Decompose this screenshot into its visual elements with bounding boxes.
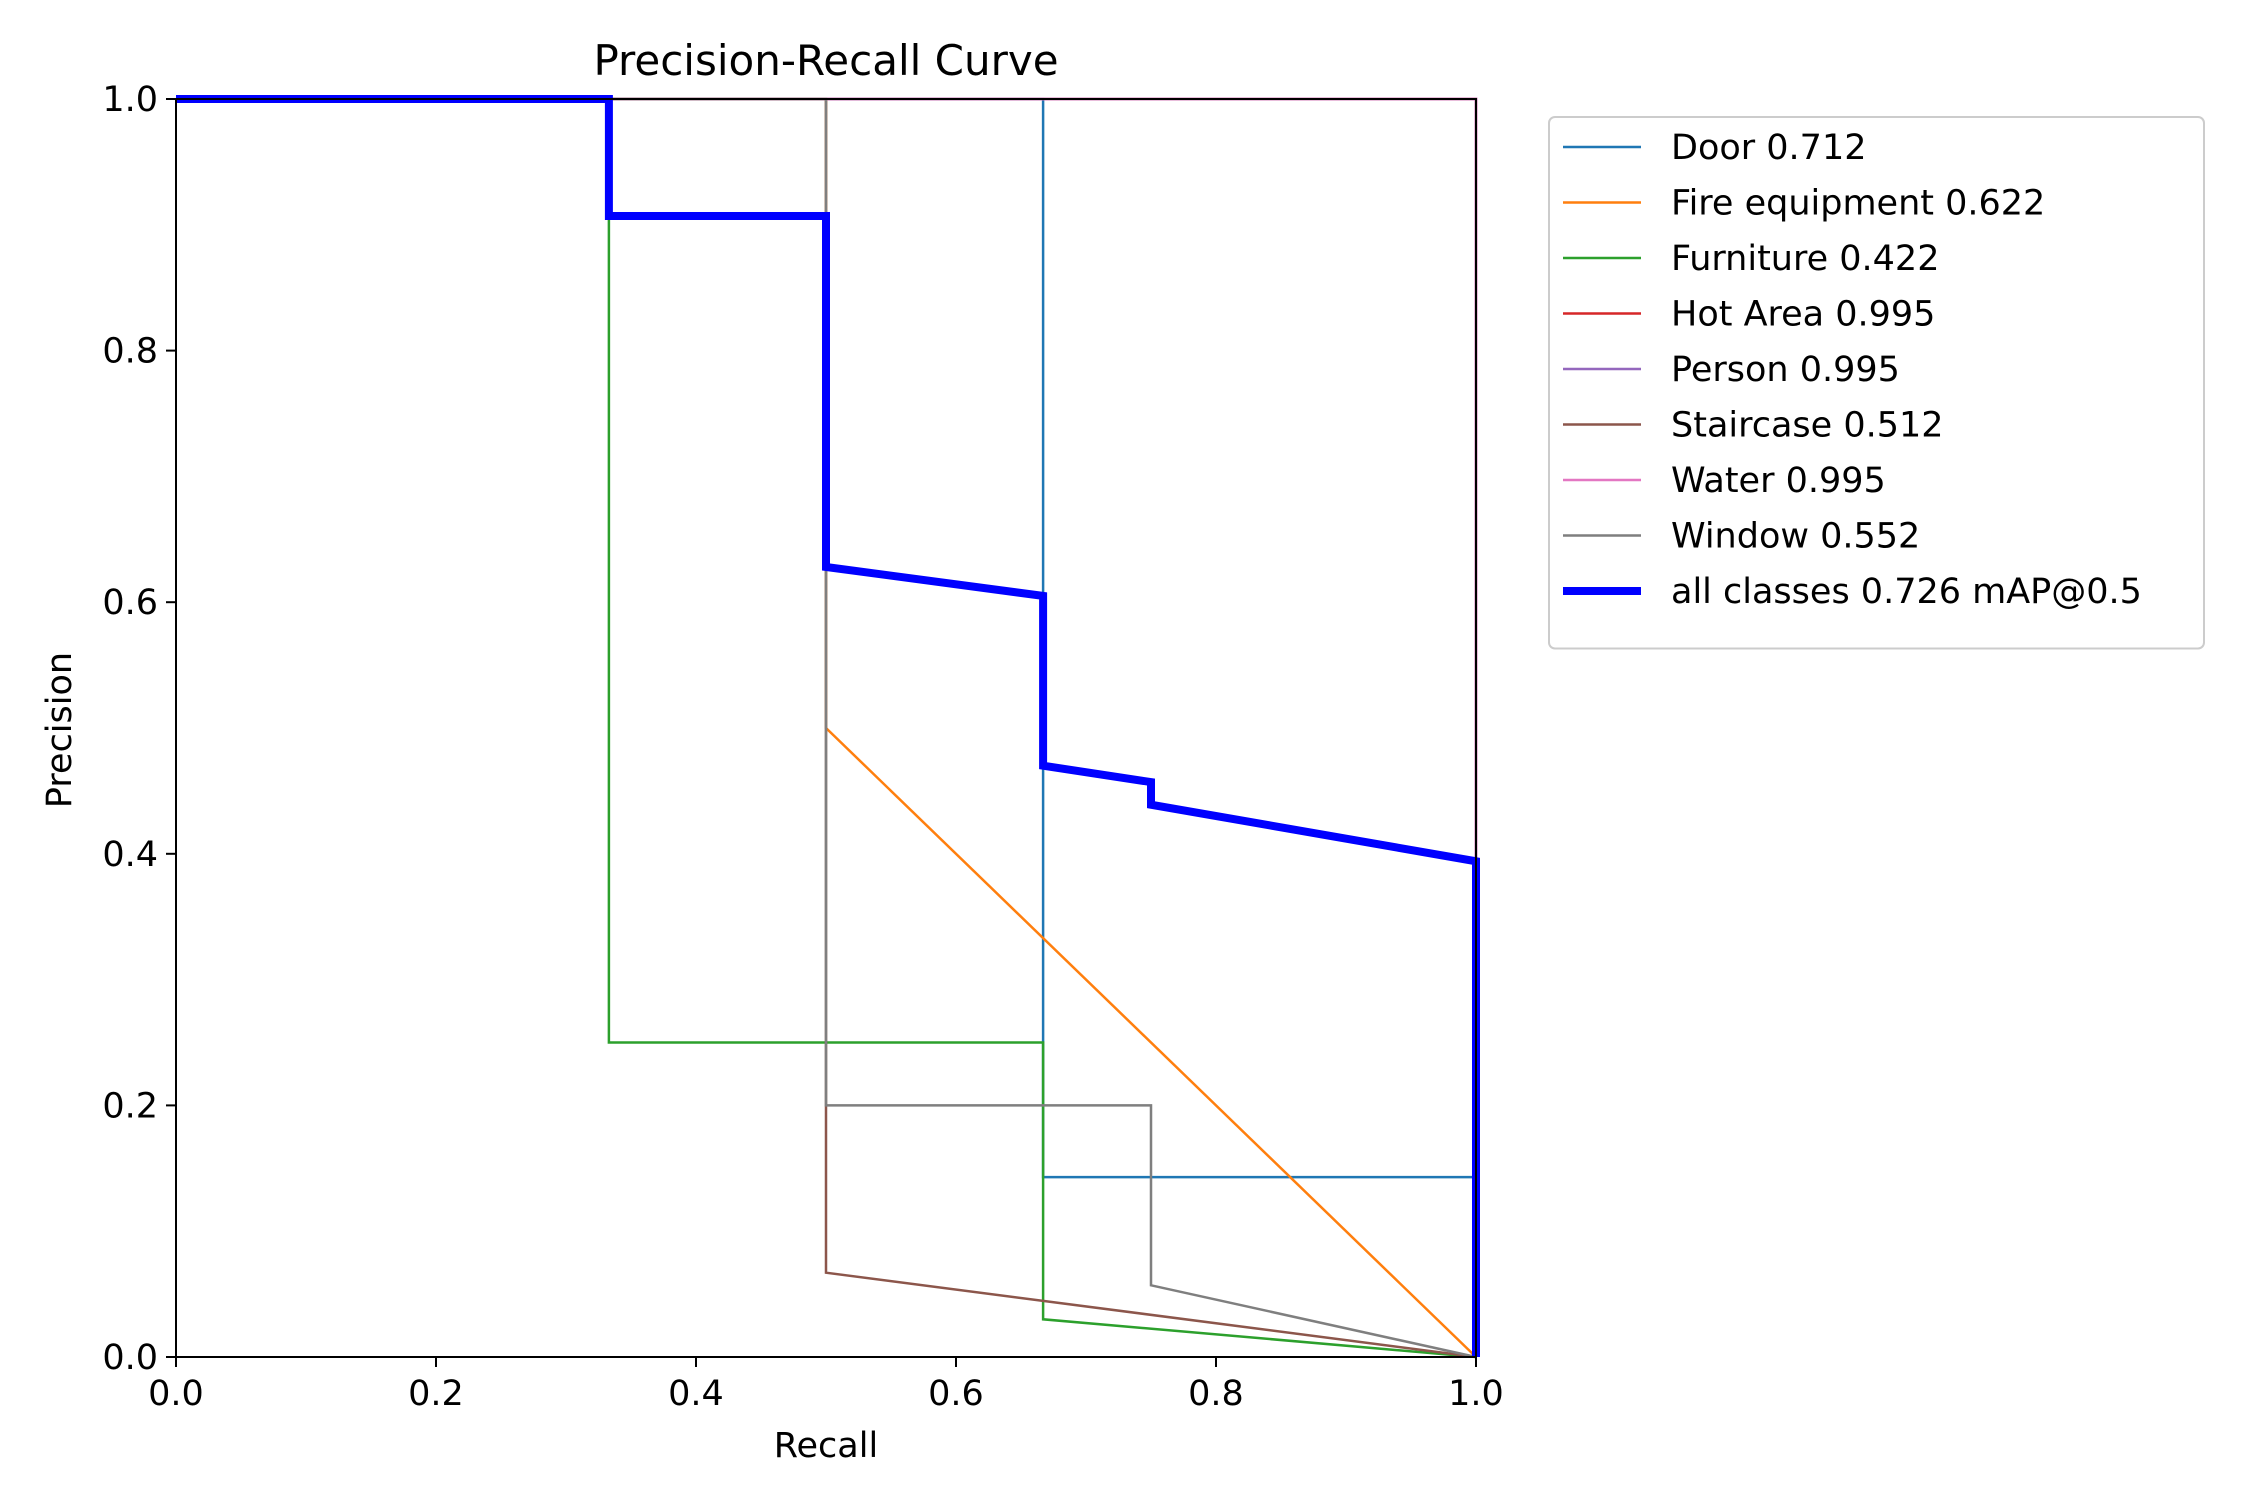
y-tick-label: 0.2 — [102, 1086, 158, 1126]
legend-label: Person 0.995 — [1671, 350, 1900, 390]
legend-label: Fire equipment 0.622 — [1671, 184, 2045, 224]
legend-label: Hot Area 0.995 — [1671, 295, 1935, 335]
y-tick-label: 0.8 — [102, 332, 158, 372]
legend-label: Door 0.712 — [1671, 128, 1867, 168]
legend-label: Furniture 0.422 — [1671, 239, 1939, 279]
legend-label: all classes 0.726 mAP@0.5 — [1671, 572, 2142, 612]
y-tick-label: 0.4 — [102, 835, 158, 875]
plot-frame — [175, 98, 1477, 1358]
series-layer — [176, 95, 1480, 1359]
legend-label: Staircase 0.512 — [1671, 406, 1944, 446]
x-tick-label: 0.4 — [668, 1374, 724, 1414]
legend: Door 0.712 Fire equipment 0.622 Furniture … — [1548, 116, 2205, 650]
y-tick-label: 0.0 — [102, 1338, 158, 1378]
y-axis: 0.0 0.2 0.4 0.6 0.8 1.0 — [102, 80, 176, 1378]
x-tick-label: 0.0 — [148, 1374, 204, 1414]
y-tick-label: 0.6 — [102, 583, 158, 623]
y-tick-label: 1.0 — [102, 80, 158, 120]
x-axis: 0.0 0.2 0.4 0.6 0.8 1.0 — [148, 1357, 1504, 1414]
series-line-8 — [176, 95, 1480, 1357]
legend-box — [1548, 116, 2205, 650]
chart-title: Precision-Recall Curve — [593, 36, 1058, 85]
x-tick-label: 0.6 — [928, 1374, 984, 1414]
x-axis-label: Recall — [774, 1426, 878, 1466]
y-axis-label: Precision — [40, 652, 80, 808]
legend-label: Water 0.995 — [1671, 461, 1886, 501]
x-tick-label: 0.8 — [1188, 1374, 1244, 1414]
x-tick-label: 0.2 — [408, 1374, 464, 1414]
legend-label: Window 0.552 — [1671, 517, 1920, 557]
legend-items: Door 0.712 Fire equipment 0.622 Furniture … — [1563, 128, 2142, 612]
x-tick-label: 1.0 — [1448, 1374, 1504, 1414]
